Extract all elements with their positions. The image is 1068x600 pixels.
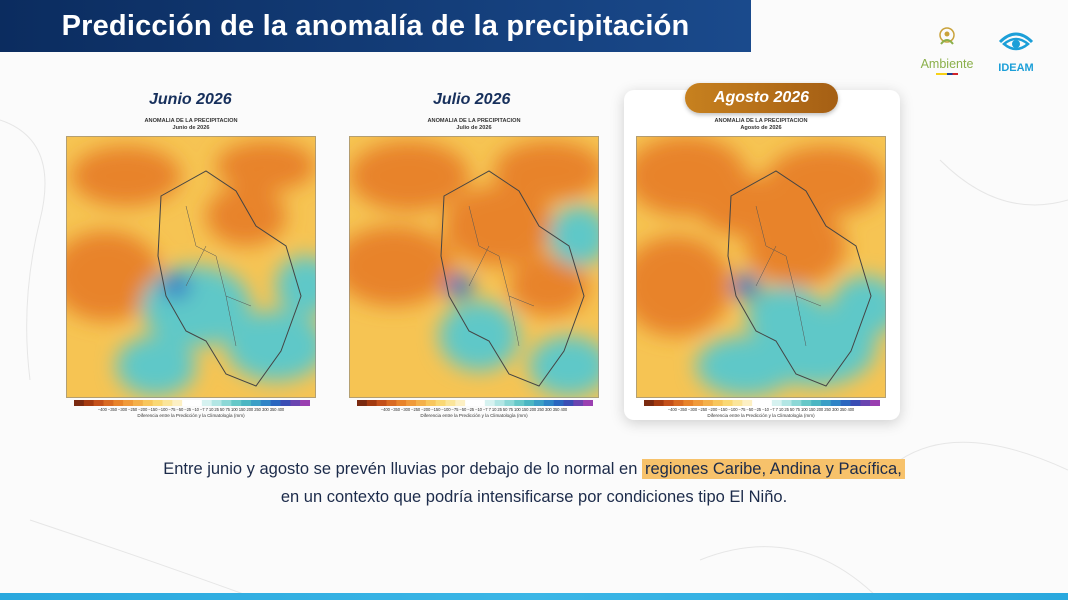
map-header-title: ANOMALIA DE LA PRECIPITACION (427, 118, 521, 124)
ambiente-emblem-icon (939, 27, 955, 45)
colorbar-label: Diferencia entre la Predicción y la Clim… (137, 413, 245, 418)
caption-line-1-text: Entre junio y agosto se prevén lluvias p… (163, 460, 642, 478)
colorbar-ticks: −400 −350 −300 −250 −200 −150 −100 −75 −… (380, 407, 568, 412)
slide-title: Predicción de la anomalía de la precipit… (61, 9, 690, 42)
colorbar-label: Diferencia entre la Predicción y la Clim… (420, 413, 528, 418)
map-header-month: Julio de 2026 (456, 125, 492, 131)
map-header-title: ANOMALIA DE LA PRECIPITACION (144, 118, 238, 124)
precipitation-anomaly-map (66, 136, 316, 398)
map-header: ANOMALIA DE LA PRECIPITACION Agosto de 20… (630, 118, 892, 132)
department-boundaries (468, 205, 535, 347)
colorbar (644, 400, 880, 406)
precipitation-anomaly-map (349, 136, 599, 398)
month-label-agosto: Agosto 2026 (713, 89, 810, 106)
colombia-outline (440, 170, 585, 387)
department-boundaries (755, 205, 822, 347)
map-header-title: ANOMALIA DE LA PRECIPITACION (714, 118, 808, 124)
colorbar-label: Diferencia entre la Predicción y la Clim… (707, 413, 815, 418)
ideam-logo: IDEAM (993, 28, 1039, 74)
map-header-month: Junio de 2026 (172, 125, 210, 131)
title-banner: Predicción de la anomalía de la precipit… (0, 0, 751, 52)
colombia-flag-strip (936, 73, 958, 75)
colorbar (74, 400, 310, 406)
ambiente-logo: Ambiente (916, 26, 978, 75)
map-header: ANOMALIA DE LA PRECIPITACION Junio de 202… (60, 118, 322, 132)
map-panel-julio: ANOMALIA DE LA PRECIPITACION Julio de 202… (343, 118, 605, 423)
ambiente-logo-text: Ambiente (920, 57, 974, 71)
colombia-outline (157, 170, 302, 387)
month-pill-agosto: Agosto 2026 (685, 83, 838, 113)
ideam-eye-icon (998, 32, 1034, 51)
caption: Entre junio y agosto se prevén lluvias p… (0, 455, 1068, 511)
caption-line-2: en un contexto que podría intensificarse… (280, 488, 788, 506)
colorbar (357, 400, 593, 406)
month-label-junio: Junio 2026 (149, 91, 232, 108)
bottom-accent-strip (0, 593, 1068, 600)
colombia-outline (727, 170, 872, 387)
caption-highlight: regiones Caribe, Andina y Pacífica, (641, 459, 905, 479)
colorbar-ticks: −400 −350 −300 −250 −200 −150 −100 −75 −… (667, 407, 855, 412)
month-label-julio: Julio 2026 (433, 91, 511, 108)
map-panel-agosto: ANOMALIA DE LA PRECIPITACION Agosto de 20… (630, 118, 892, 418)
map-panel-junio: ANOMALIA DE LA PRECIPITACION Junio de 202… (60, 118, 322, 423)
precipitation-anomaly-map (636, 136, 886, 398)
caption-line-1: Entre junio y agosto se prevén lluvias p… (0, 455, 1068, 483)
map-header: ANOMALIA DE LA PRECIPITACION Julio de 202… (343, 118, 605, 132)
map-header-month: Agosto de 2026 (740, 125, 782, 131)
ideam-logo-text: IDEAM (998, 62, 1034, 74)
colorbar-ticks: −400 −350 −300 −250 −200 −150 −100 −75 −… (97, 407, 285, 412)
department-boundaries (185, 205, 252, 347)
